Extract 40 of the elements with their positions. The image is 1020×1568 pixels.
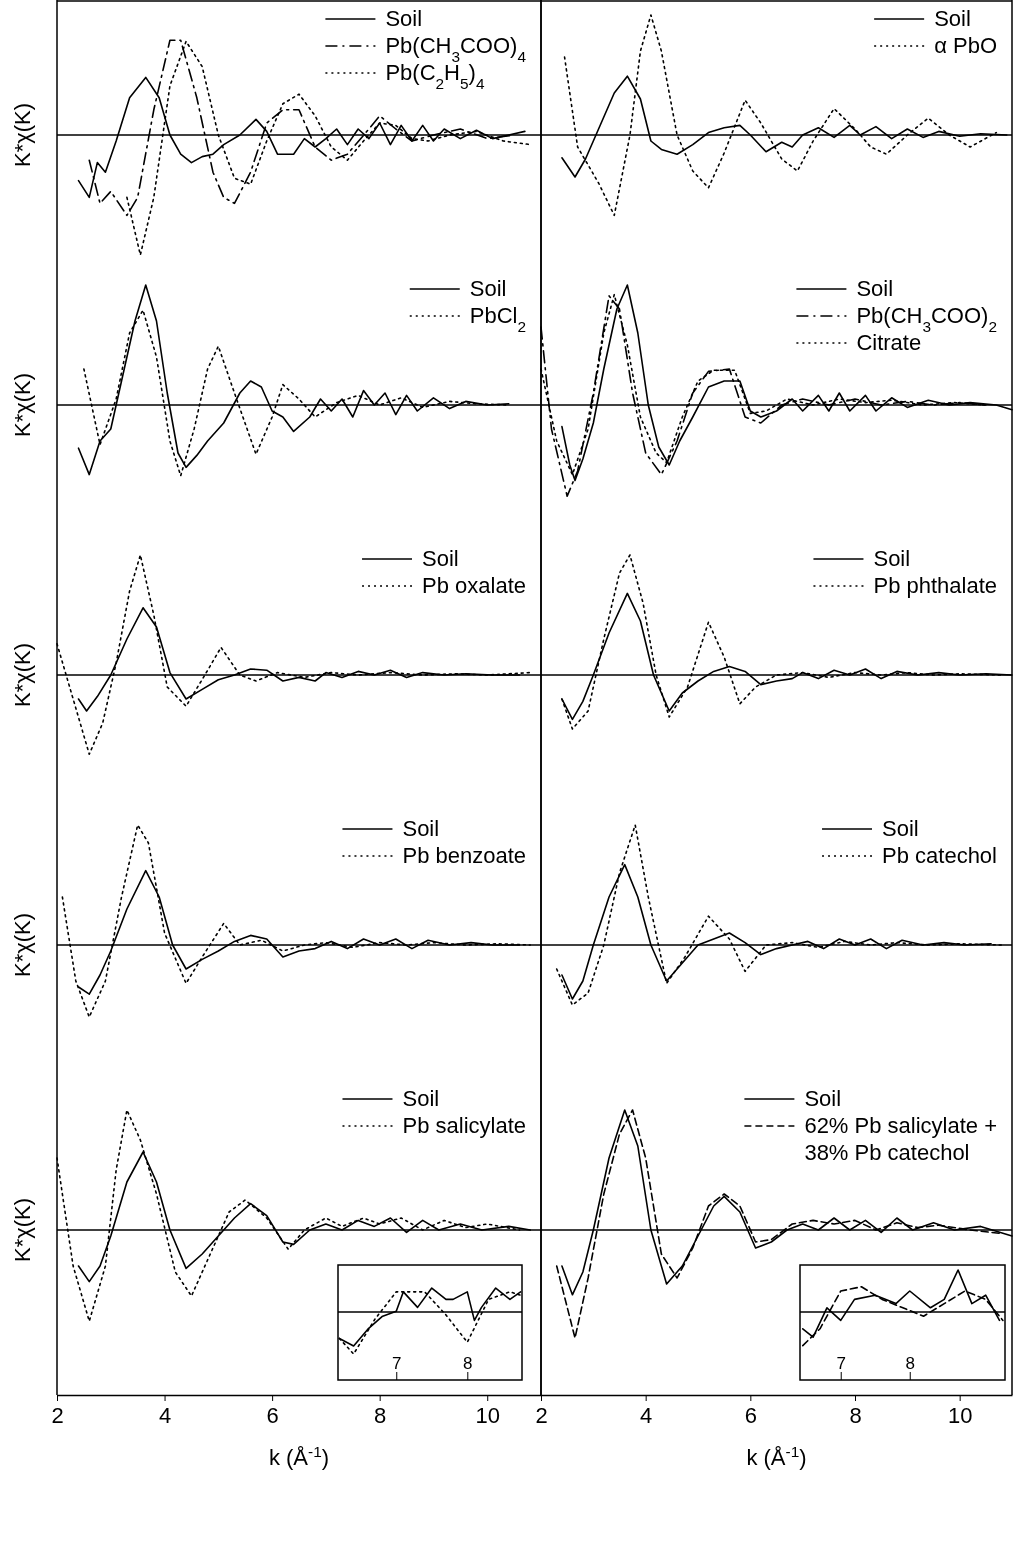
legend-label: Pb oxalate: [422, 573, 526, 598]
x-axis-title: k (Å$^{-1}$): [746, 1442, 807, 1470]
legend-label: PbCl$_{2}$: [469, 303, 526, 335]
y-axis-title: K*χ(K): [10, 642, 35, 708]
legend-label: Soil: [469, 276, 507, 301]
x-tick-label: 4: [158, 1402, 172, 1428]
legend-label: Soil: [882, 816, 919, 841]
y-axis-title: K*χ(K): [10, 912, 35, 978]
legend-label: Soil: [856, 276, 894, 301]
x-tick-label: 7: [836, 1354, 846, 1373]
x-tick-label: 6: [744, 1402, 757, 1428]
y-axis-title: K*χ(K): [10, 1197, 35, 1263]
legend-label: Soil: [402, 816, 440, 841]
legend-label: Pb catechol: [882, 843, 997, 868]
x-tick-label: 10: [475, 1402, 500, 1428]
legend-label: Soil: [873, 546, 911, 571]
legend-label: Soil: [385, 6, 423, 31]
legend-label: Soil: [934, 6, 971, 31]
legend-label: Pb phthalate: [873, 573, 997, 598]
x-tick-label: 6: [266, 1402, 279, 1428]
legend-label: Soil: [402, 1086, 440, 1111]
legend-label: α PbO: [934, 33, 997, 58]
legend-label: Pb benzoate: [402, 843, 526, 868]
x-tick-label: 4: [640, 1402, 653, 1428]
legend-label: Pb salicylate: [402, 1113, 526, 1138]
y-axis-title: K*χ(K): [10, 102, 35, 168]
legend-label: 62% Pb salicylate + 38% Pb catechol: [804, 1113, 997, 1165]
legend-label: Soil: [804, 1086, 842, 1111]
x-tick-label: 10: [947, 1402, 973, 1428]
x-tick-label: 7: [392, 1354, 402, 1373]
y-axis-title: K*χ(K): [10, 372, 35, 438]
x-tick-label: 8: [905, 1354, 915, 1373]
x-axis-title: k (Å$^{-1}$): [268, 1442, 330, 1470]
x-tick-label: 8: [374, 1402, 387, 1428]
legend-label: Pb(CH$_{3}$COO)$_{4}$: [385, 33, 527, 65]
x-tick-label: 8: [849, 1402, 862, 1428]
x-tick-label: 2: [535, 1402, 548, 1428]
x-tick-label: 8: [463, 1354, 473, 1373]
legend-label: Soil: [422, 546, 459, 571]
x-tick-label: 2: [51, 1402, 64, 1428]
